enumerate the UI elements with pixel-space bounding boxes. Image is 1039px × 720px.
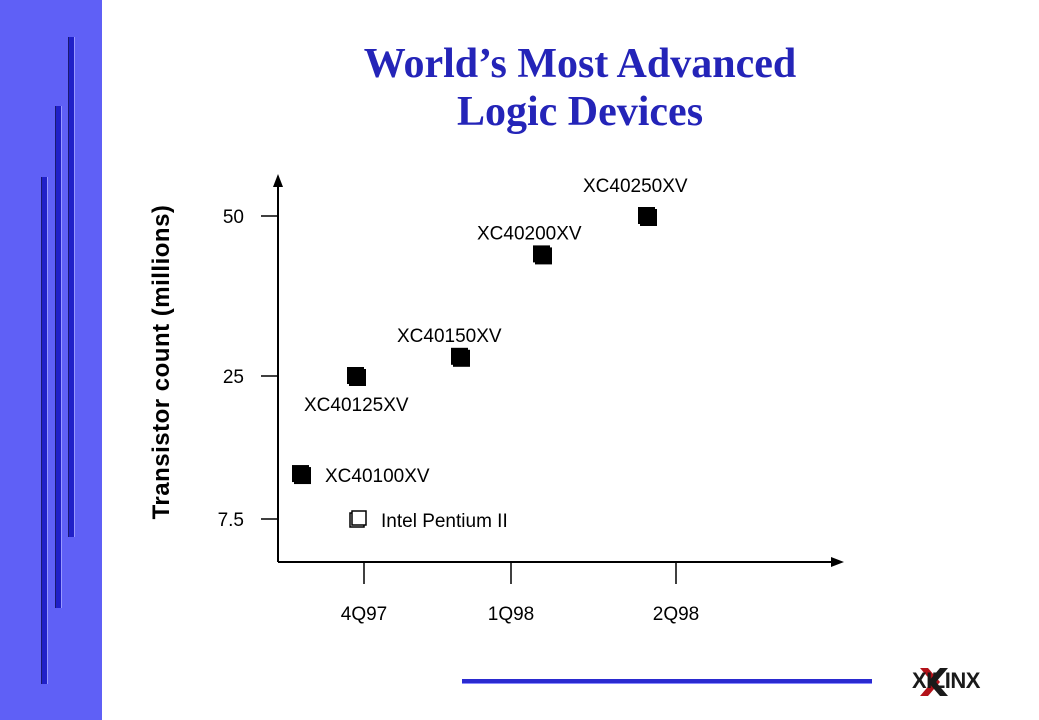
data-point-shadow [453,349,470,367]
data-point-label: XC40100XV [325,466,430,487]
data-point-shadow [294,467,311,485]
footer-line [462,679,872,684]
data-point-label: XC40150XV [397,326,502,347]
decorative-bar-2 [55,106,62,608]
slide-title: World’s Most Advanced Logic Devices [210,40,950,136]
xilinx-logo-text: XILINX [912,668,980,693]
y-axis-arrow-icon [273,174,283,187]
data-point-label: Intel Pentium II [381,511,508,532]
xilinx-logo-mark-icon [920,668,948,696]
data-point-label: XC40250XV [583,176,688,197]
data-point-shadow [349,369,366,386]
x-axis-arrow-icon [831,557,844,567]
decorative-bar-3 [41,177,48,684]
data-point-hollow-shadow [351,510,367,526]
y-tick-label: 50 [223,207,244,228]
x-tick-label: 4Q97 [341,604,387,625]
y-tick-label: 7.5 [218,510,244,531]
data-point-label: XC40125XV [304,395,409,416]
side-panel [0,0,102,720]
decorative-bar-1 [68,37,75,537]
data-point-label: XC40200XV [477,223,582,244]
data-point-shadow [640,209,657,226]
slide-title-line-2: Logic Devices [456,89,704,135]
y-tick-label: 25 [223,367,244,388]
x-tick-label: 1Q98 [488,604,534,625]
x-tick-label: 2Q98 [653,604,699,625]
data-point-shadow [535,247,552,265]
slide-title-line-1: World’s Most Advanced [363,41,797,87]
